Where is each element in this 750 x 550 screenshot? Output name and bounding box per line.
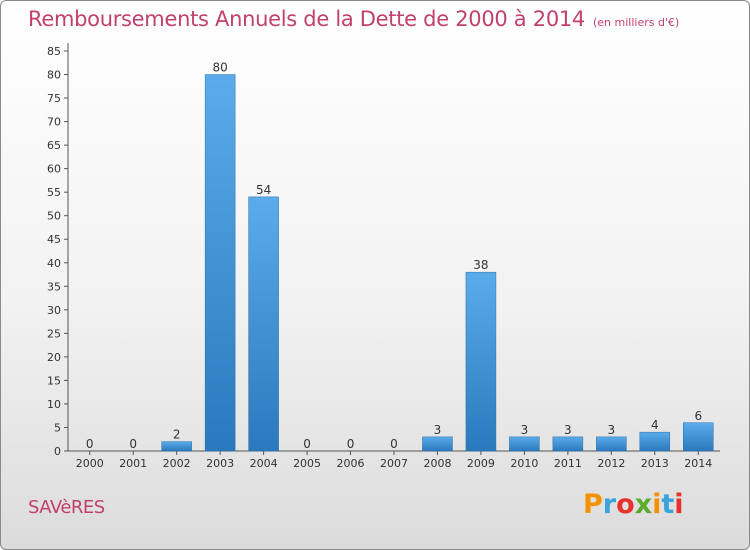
y-tick-label: 65 xyxy=(47,139,61,152)
x-tick-label: 2007 xyxy=(380,457,408,470)
x-tick-label: 2000 xyxy=(76,457,104,470)
data-label: 0 xyxy=(347,437,355,451)
y-tick-label: 55 xyxy=(47,186,61,199)
x-tick-label: 2008 xyxy=(423,457,451,470)
y-tick-label: 35 xyxy=(47,280,61,293)
commune-name: SAVèRES xyxy=(28,497,105,518)
x-tick-label: 2011 xyxy=(554,457,582,470)
y-tick-label: 0 xyxy=(54,445,61,458)
x-tick-label: 2002 xyxy=(163,457,191,470)
data-label: 3 xyxy=(608,423,616,437)
bar xyxy=(204,74,236,452)
logo-letter: i xyxy=(674,489,684,520)
chart-bars: 0 0 2 80 54 0 0 0 3 38 3 3 3 4 6 xyxy=(86,61,714,452)
data-label: 3 xyxy=(564,423,572,437)
bar xyxy=(683,422,714,452)
y-axis-labels: 0 5 10 15 20 25 30 35 40 45 50 55 60 65 70 75 80 85 xyxy=(47,45,61,458)
y-tick-label: 45 xyxy=(47,233,61,246)
data-label: 6 xyxy=(694,409,702,423)
y-tick-label: 5 xyxy=(54,421,61,434)
y-tick-label: 75 xyxy=(47,92,61,105)
bar xyxy=(465,271,497,452)
x-tick-label: 2005 xyxy=(293,457,321,470)
y-tick-label: 30 xyxy=(47,304,61,317)
bar xyxy=(509,436,540,452)
data-label: 0 xyxy=(129,437,137,451)
data-label: 38 xyxy=(473,258,488,272)
logo-letter: P xyxy=(583,489,603,520)
chart-title-block: Remboursements Annuels de la Dette de 20… xyxy=(28,7,679,31)
y-tick-label: 15 xyxy=(47,374,61,387)
bar xyxy=(422,436,453,452)
bar xyxy=(552,436,584,452)
chart-title: Remboursements Annuels de la Dette de 20… xyxy=(28,7,585,31)
logo-letter: t xyxy=(661,489,675,520)
bar xyxy=(596,436,627,452)
x-tick-label: 2013 xyxy=(641,457,669,470)
data-label: 3 xyxy=(434,423,442,437)
proxiti-logo: Proxiti xyxy=(583,489,684,520)
logo-letter: i xyxy=(652,489,662,520)
logo-letter: x xyxy=(634,489,653,520)
y-tick-label: 60 xyxy=(47,163,61,176)
y-tick-label: 50 xyxy=(47,210,61,223)
x-tick-label: 2004 xyxy=(250,457,278,470)
data-label: 4 xyxy=(651,418,659,432)
data-label: 54 xyxy=(256,183,271,197)
data-label: 3 xyxy=(521,423,529,437)
x-tick-label: 2001 xyxy=(119,457,147,470)
data-label: 0 xyxy=(86,437,94,451)
data-label: 0 xyxy=(303,437,311,451)
x-tick-label: 2010 xyxy=(510,457,538,470)
bar xyxy=(161,441,192,452)
bar xyxy=(639,431,671,452)
logo-letter: r xyxy=(602,489,617,520)
data-label: 2 xyxy=(173,428,181,442)
data-label: 0 xyxy=(390,437,398,451)
y-tick-label: 25 xyxy=(47,327,61,340)
chart-unit: (en milliers d'€) xyxy=(593,16,680,29)
x-tick-label: 2003 xyxy=(206,457,234,470)
y-tick-label: 40 xyxy=(47,257,61,270)
x-tick-label: 2006 xyxy=(337,457,365,470)
chart-axes xyxy=(64,43,720,455)
bar xyxy=(248,196,279,452)
x-tick-label: 2014 xyxy=(684,457,712,470)
x-axis-labels: 2000 2001 2002 2003 2004 2005 2006 2007 2008 2009… xyxy=(76,457,713,470)
logo-letter: o xyxy=(616,489,635,520)
data-label: 80 xyxy=(212,61,227,75)
x-tick-label: 2009 xyxy=(467,457,495,470)
x-tick-label: 2012 xyxy=(597,457,625,470)
y-tick-label: 85 xyxy=(47,45,61,58)
y-tick-label: 80 xyxy=(47,69,61,82)
y-tick-label: 70 xyxy=(47,116,61,129)
y-tick-label: 20 xyxy=(47,351,61,364)
y-tick-label: 10 xyxy=(47,398,61,411)
